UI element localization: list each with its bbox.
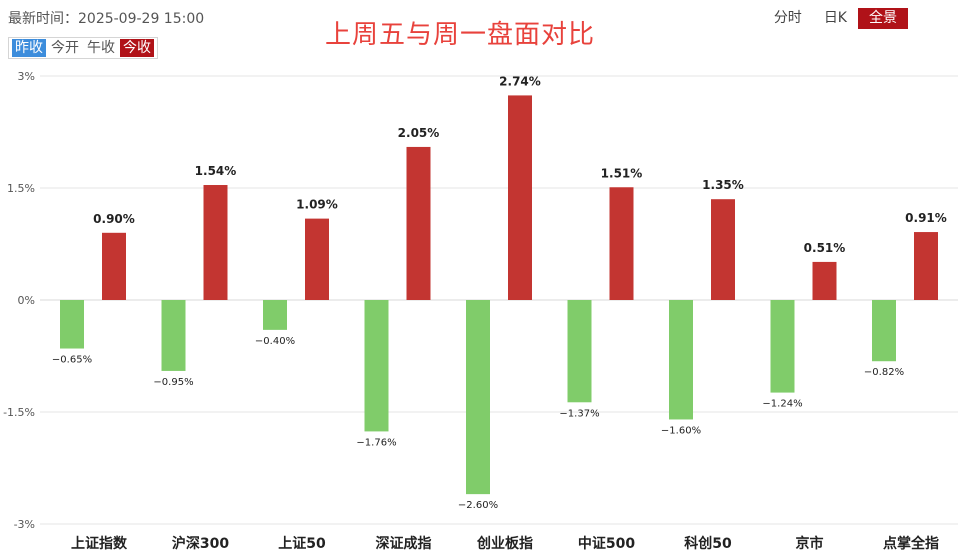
data-label-monday: 1.54% [195,164,237,178]
tab-panorama[interactable]: 全景 [858,8,908,29]
data-label-monday: 2.05% [398,126,440,140]
view-tabs: 分时 日K 全景 [763,8,908,29]
x-tick-label: 创业板指 [476,535,533,552]
data-label-friday: −0.95% [153,377,193,388]
bar-friday [263,300,287,330]
data-label-monday: 0.90% [93,212,135,226]
data-label-friday: −0.40% [255,336,295,347]
bar-monday [508,95,532,300]
x-tick-label: 深证成指 [376,535,432,552]
bar-friday [872,300,896,362]
x-tick-label: 中证500 [578,535,635,552]
tab-prev-close[interactable]: 昨收 [12,39,46,57]
x-tick-label: 上证指数 [71,535,128,552]
data-label-friday: −0.82% [864,367,904,378]
bar-monday [102,232,126,300]
bar-monday [812,261,837,300]
bar-friday [770,300,795,393]
bar-friday [567,300,592,403]
data-label-monday: 1.51% [601,166,643,180]
bar-friday [669,300,693,420]
y-tick-label: 3% [18,70,35,83]
data-label-monday: 1.09% [296,198,338,212]
bar-friday [161,300,186,371]
x-tick-label: 上证50 [278,536,326,552]
x-tick-label: 沪深300 [172,535,229,552]
x-tick-label: 科创50 [684,535,732,552]
x-tick-label: 京市 [796,535,824,552]
data-label-friday: −1.37% [559,408,599,419]
y-tick-label: 0% [18,294,35,307]
x-tick-label: 点掌全指 [883,535,939,552]
y-tick-label: 1.5% [7,182,35,195]
mode-tabs: 昨收 今开 午收 今收 [8,37,158,59]
tab-today-open[interactable]: 今开 [51,40,79,56]
data-label-monday: 0.91% [905,211,947,225]
y-tick-label: -1.5% [3,406,35,419]
bar-monday [305,218,329,300]
bar-monday [609,187,634,300]
data-label-friday: −1.76% [356,437,396,448]
bar-monday [203,185,228,300]
bar-friday [364,300,389,432]
tab-daily-k[interactable]: 日K [823,10,847,26]
y-tick-label: -3% [14,518,35,531]
bar-monday [406,146,431,300]
chart-title: 上周五与周一盘面对比 [325,20,596,50]
update-time: 最新时间：2025-09-29 15:00 [8,11,205,27]
bar-monday [711,199,735,300]
tab-today-close[interactable]: 今收 [120,39,154,57]
data-label-monday: 0.51% [804,241,846,255]
bar-friday [60,300,84,349]
data-label-friday: −0.65% [52,355,92,366]
data-label-monday: 1.35% [702,178,744,192]
data-label-monday: 2.74% [499,74,541,88]
tab-midday-close[interactable]: 午收 [87,40,115,56]
data-label-friday: −1.60% [661,425,701,436]
bar-friday [466,300,490,495]
tab-intraday[interactable]: 分时 [773,10,802,26]
bar-monday [914,232,938,300]
data-label-friday: −1.24% [762,399,802,410]
data-label-friday: −2.60% [458,500,498,511]
